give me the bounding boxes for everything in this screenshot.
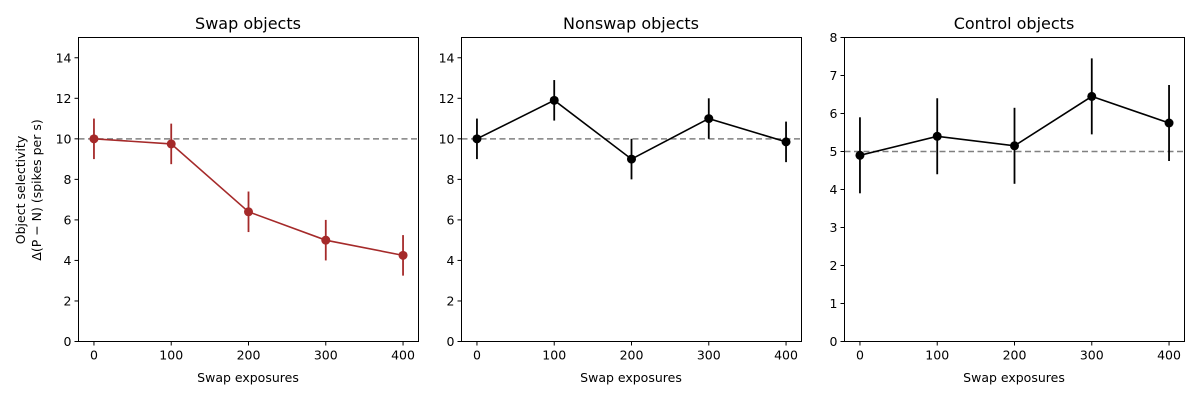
- plot-area: 0 100 200 300 400 0 2 4 6 8 10 12 14: [439, 50, 802, 363]
- data-point: [1010, 141, 1019, 151]
- data-point: [166, 139, 176, 149]
- panel-nonswap-objects: Nonswap objects Swap exposures 0 100 200 30…: [439, 14, 802, 385]
- y-tick-label: 1: [830, 296, 838, 311]
- y-tick-label: 10: [56, 131, 72, 146]
- x-tick-label: 400: [391, 348, 415, 363]
- x-tick-label: 100: [925, 348, 949, 363]
- y-tick-label: 6: [830, 106, 838, 121]
- data-point: [398, 250, 408, 260]
- x-tick-label: 400: [1157, 348, 1181, 363]
- panel-control-objects: Control objects Swap exposures 0 100 200 30…: [830, 14, 1185, 385]
- x-tick-label: 300: [1080, 348, 1104, 363]
- panel-swap-objects: Swap objects Swap exposures Object selec…: [13, 14, 419, 385]
- y-tick-label: 14: [439, 50, 455, 65]
- data-point: [321, 235, 331, 245]
- y-tick-label: 12: [56, 91, 72, 106]
- y-tick-label: 2: [830, 258, 838, 273]
- data-point: [932, 131, 942, 141]
- x-tick-label: 0: [856, 348, 864, 363]
- y-tick-label: 4: [830, 182, 838, 197]
- data-point: [627, 154, 636, 164]
- panel-title: Control objects: [954, 14, 1075, 33]
- y-tick-label: 6: [447, 212, 455, 227]
- y-axis-label-line-2: Δ(P − N) (spikes per s): [29, 119, 44, 260]
- x-tick-label: 100: [159, 348, 183, 363]
- x-tick-label: 200: [620, 348, 644, 363]
- plot-area: 0 100 200 300 400 0 2 4 6 8 10 12 14: [56, 50, 419, 363]
- data-point: [1087, 91, 1097, 101]
- y-tick-label: 8: [830, 30, 838, 45]
- axes-frame: [461, 37, 802, 342]
- y-tick-label: 3: [830, 220, 838, 235]
- data-point: [244, 207, 253, 217]
- y-tick-label: 10: [439, 131, 455, 146]
- y-tick-label: 8: [64, 172, 72, 187]
- data-point: [1164, 118, 1174, 128]
- y-tick-label: 2: [64, 293, 72, 308]
- x-axis-label: Swap exposures: [580, 370, 682, 385]
- x-tick-label: 300: [697, 348, 721, 363]
- x-tick-label: 200: [1003, 348, 1027, 363]
- x-axis-label: Swap exposures: [197, 370, 299, 385]
- y-tick-label: 0: [64, 334, 72, 349]
- data-point: [549, 95, 559, 105]
- x-tick-label: 0: [473, 348, 481, 363]
- y-tick-label: 4: [64, 253, 72, 268]
- y-tick-label: 2: [447, 293, 455, 308]
- y-tick-label: 5: [830, 144, 838, 159]
- y-tick-label: 12: [439, 91, 455, 106]
- y-tick-label: 14: [56, 50, 72, 65]
- data-point: [704, 114, 714, 124]
- x-tick-label: 100: [542, 348, 566, 363]
- plot-area: 0 100 200 300 400 0 1 2 3 4 5 6 7 8: [830, 30, 1185, 363]
- axes-frame: [844, 37, 1185, 342]
- data-point: [472, 134, 482, 144]
- y-axis-label-line-1: Object selectivity: [13, 135, 28, 244]
- y-tick-label: 0: [830, 334, 838, 349]
- y-tick-label: 8: [447, 172, 455, 187]
- y-tick-label: 6: [64, 212, 72, 227]
- x-tick-label: 300: [314, 348, 338, 363]
- y-tick-label: 4: [447, 253, 455, 268]
- x-tick-label: 200: [237, 348, 261, 363]
- y-tick-label: 0: [447, 334, 455, 349]
- data-point: [855, 150, 865, 160]
- panel-title: Swap objects: [195, 14, 301, 33]
- x-tick-label: 0: [90, 348, 98, 363]
- axes-frame: [78, 37, 419, 342]
- x-tick-label: 400: [774, 348, 798, 363]
- panel-title: Nonswap objects: [563, 14, 699, 33]
- data-point: [89, 134, 99, 144]
- y-tick-label: 7: [830, 68, 838, 83]
- x-axis-label: Swap exposures: [963, 370, 1065, 385]
- data-point: [781, 137, 791, 147]
